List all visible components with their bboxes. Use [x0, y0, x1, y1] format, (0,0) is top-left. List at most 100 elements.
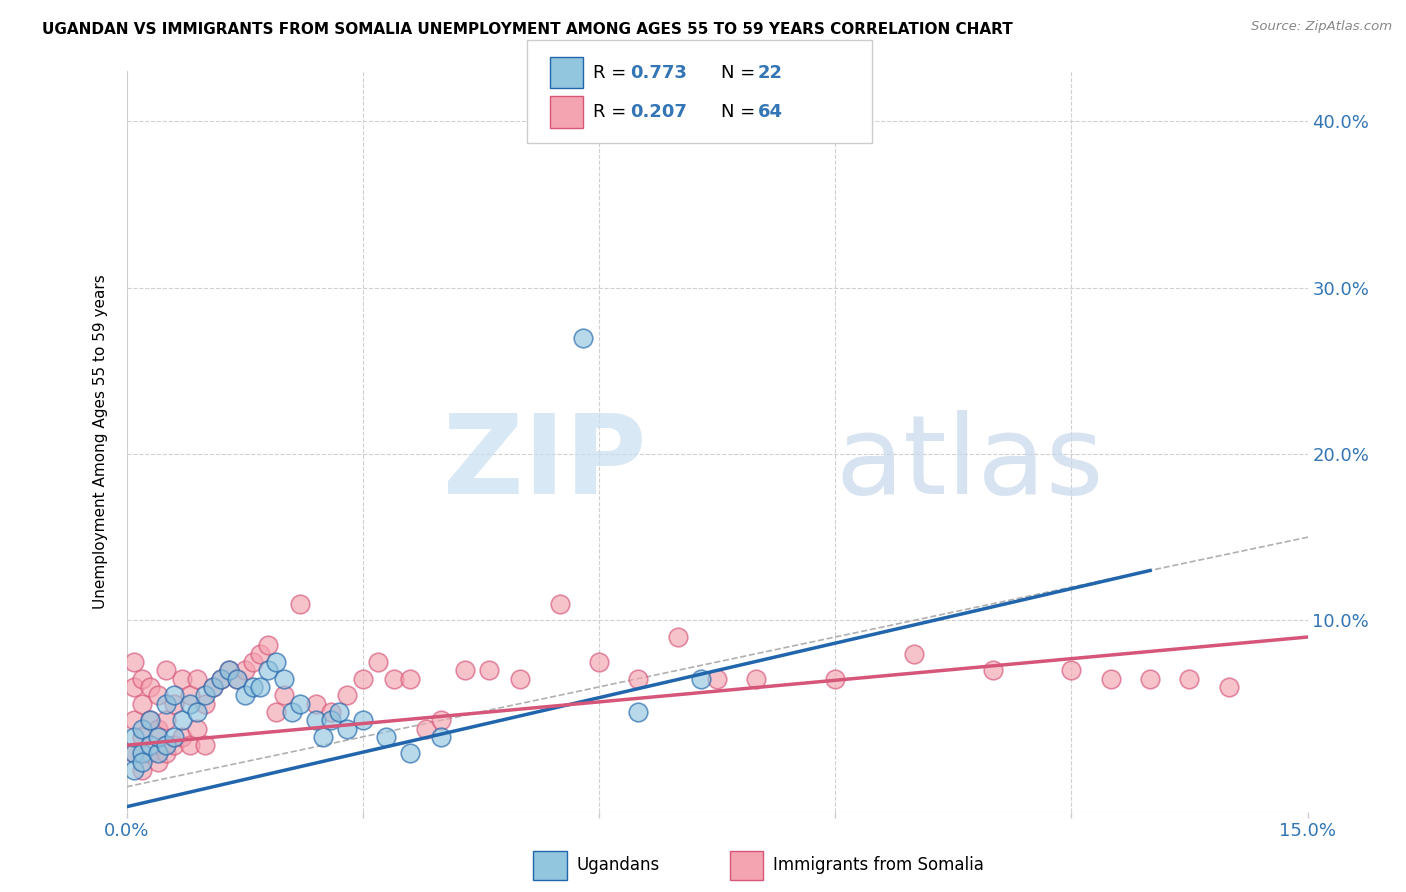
Point	[288, 697, 311, 711]
Point	[903, 647, 925, 661]
Point	[382, 672, 405, 686]
Point	[131, 730, 153, 744]
Point	[124, 747, 146, 761]
Text: 0.773: 0.773	[630, 63, 686, 82]
Point	[124, 763, 146, 777]
Point	[155, 663, 177, 677]
Point	[124, 713, 146, 727]
Point	[146, 747, 169, 761]
Text: UGANDAN VS IMMIGRANTS FROM SOMALIA UNEMPLOYMENT AMONG AGES 55 TO 59 YEARS CORREL: UGANDAN VS IMMIGRANTS FROM SOMALIA UNEMP…	[42, 22, 1012, 37]
Point	[202, 680, 225, 694]
Point	[375, 730, 398, 744]
Point	[328, 705, 350, 719]
Point	[209, 672, 232, 686]
Point	[352, 672, 374, 686]
Point	[218, 663, 240, 677]
Point	[139, 713, 162, 727]
Point	[131, 697, 153, 711]
Point	[139, 713, 162, 727]
Point	[288, 597, 311, 611]
Point	[194, 738, 217, 752]
Point	[163, 738, 186, 752]
Text: 64: 64	[758, 103, 783, 121]
Point	[1139, 672, 1161, 686]
Point	[186, 705, 208, 719]
Point	[155, 713, 177, 727]
Point	[478, 663, 501, 677]
Point	[588, 655, 610, 669]
Text: 22: 22	[758, 63, 783, 82]
Point	[146, 688, 169, 702]
Point	[163, 688, 186, 702]
Point	[131, 722, 153, 736]
Point	[124, 655, 146, 669]
Point	[666, 630, 689, 644]
Point	[225, 672, 247, 686]
Point	[249, 680, 271, 694]
Point	[1099, 672, 1122, 686]
Point	[209, 672, 232, 686]
Point	[155, 747, 177, 761]
Text: atlas: atlas	[835, 410, 1104, 517]
Point	[430, 730, 453, 744]
Point	[273, 688, 295, 702]
Point	[139, 680, 162, 694]
Point	[146, 722, 169, 736]
Point	[186, 672, 208, 686]
Point	[509, 672, 531, 686]
Point	[312, 730, 335, 744]
Point	[690, 672, 713, 686]
Point	[273, 672, 295, 686]
Point	[1178, 672, 1201, 686]
Point	[233, 688, 256, 702]
Point	[179, 697, 201, 711]
Point	[367, 655, 389, 669]
Point	[218, 663, 240, 677]
Point	[824, 672, 846, 686]
Text: Ugandans: Ugandans	[576, 856, 659, 874]
Point	[281, 705, 304, 719]
Point	[321, 713, 343, 727]
Point	[257, 663, 280, 677]
Point	[170, 713, 193, 727]
Point	[170, 730, 193, 744]
Point	[186, 722, 208, 736]
Point	[257, 638, 280, 652]
Point	[163, 697, 186, 711]
Point	[163, 730, 186, 744]
Point	[124, 747, 146, 761]
Point	[124, 730, 146, 744]
Point	[139, 738, 162, 752]
Point	[352, 713, 374, 727]
Point	[131, 672, 153, 686]
Point	[194, 697, 217, 711]
Text: 0.207: 0.207	[630, 103, 686, 121]
Point	[336, 722, 359, 736]
Point	[155, 697, 177, 711]
Point	[179, 738, 201, 752]
Point	[304, 713, 326, 727]
Point	[572, 330, 595, 344]
Point	[304, 697, 326, 711]
Text: R =: R =	[593, 63, 633, 82]
Point	[745, 672, 768, 686]
Text: N =: N =	[721, 103, 761, 121]
Point	[1060, 663, 1083, 677]
Point	[242, 680, 264, 694]
Text: Source: ZipAtlas.com: Source: ZipAtlas.com	[1251, 20, 1392, 33]
Point	[548, 597, 571, 611]
Point	[170, 672, 193, 686]
Point	[264, 655, 287, 669]
Point	[202, 680, 225, 694]
Text: ZIP: ZIP	[443, 410, 647, 517]
Point	[249, 647, 271, 661]
Point	[131, 763, 153, 777]
Point	[139, 747, 162, 761]
Point	[146, 755, 169, 769]
Point	[194, 688, 217, 702]
Point	[155, 738, 177, 752]
Point	[1218, 680, 1240, 694]
Point	[321, 705, 343, 719]
Point	[124, 680, 146, 694]
Point	[415, 722, 437, 736]
